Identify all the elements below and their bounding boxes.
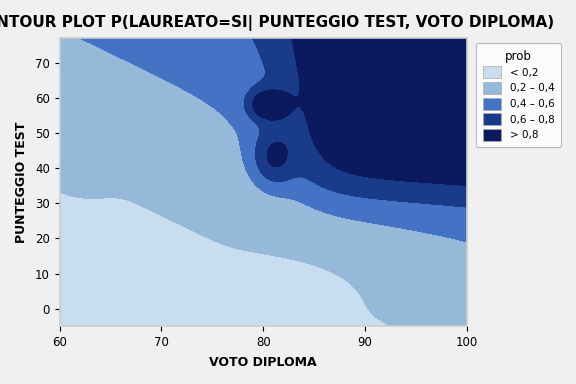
Title: CONTOUR PLOT P(LAUREATO=SI| PUNTEGGIO TEST, VOTO DIPLOMA): CONTOUR PLOT P(LAUREATO=SI| PUNTEGGIO TE… xyxy=(0,15,554,31)
Legend: < 0,2, 0,2 – 0,4, 0,4 – 0,6, 0,6 – 0,8, > 0,8: < 0,2, 0,2 – 0,4, 0,4 – 0,6, 0,6 – 0,8, … xyxy=(476,43,560,147)
Y-axis label: PUNTEGGIO TEST: PUNTEGGIO TEST xyxy=(15,121,28,243)
X-axis label: VOTO DIPLOMA: VOTO DIPLOMA xyxy=(210,356,317,369)
